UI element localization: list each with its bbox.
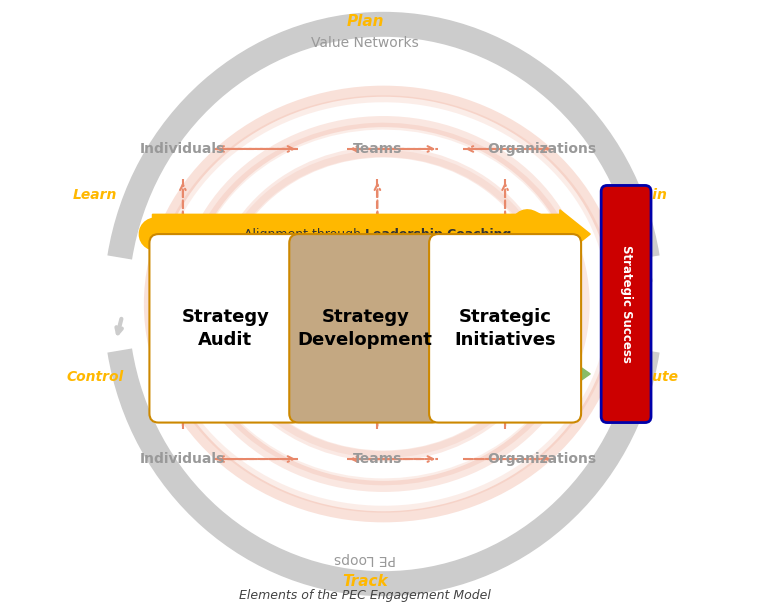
Text: Value Networks: Value Networks	[311, 35, 419, 50]
Text: Execute: Execute	[617, 370, 679, 384]
Text: Individuals: Individuals	[140, 452, 225, 466]
Text: Organizations: Organizations	[487, 452, 596, 466]
Text: Teams: Teams	[353, 142, 402, 156]
Text: PE Loops: PE Loops	[334, 552, 397, 567]
Text: Track: Track	[342, 575, 388, 589]
Text: Strategy
Audit: Strategy Audit	[182, 308, 269, 349]
Text: Control: Control	[66, 370, 123, 384]
FancyBboxPatch shape	[150, 234, 301, 423]
FancyBboxPatch shape	[601, 185, 651, 423]
Text: Alignment through: Alignment through	[244, 227, 365, 241]
FancyBboxPatch shape	[429, 234, 581, 423]
Text: Elements of the PEC Engagement Model: Elements of the PEC Engagement Model	[239, 589, 491, 602]
Text: Individuals: Individuals	[140, 142, 225, 156]
FancyBboxPatch shape	[289, 234, 441, 423]
Text: Strategic Success: Strategic Success	[620, 245, 633, 363]
Text: Learn: Learn	[73, 187, 117, 202]
Text: Alignment through: Alignment through	[232, 367, 353, 381]
Text: Teams: Teams	[353, 452, 402, 466]
Text: Strategic Context Setting: Strategic Context Setting	[353, 367, 532, 381]
Text: Strategic
Initiatives: Strategic Initiatives	[454, 308, 556, 349]
Text: Strategy
Development: Strategy Development	[298, 308, 433, 349]
Text: Plan: Plan	[347, 14, 384, 29]
Text: Train: Train	[628, 187, 667, 202]
FancyArrow shape	[153, 353, 591, 395]
FancyArrow shape	[153, 210, 591, 258]
Text: Organizations: Organizations	[487, 142, 596, 156]
Text: Leadership Coaching: Leadership Coaching	[365, 227, 512, 241]
